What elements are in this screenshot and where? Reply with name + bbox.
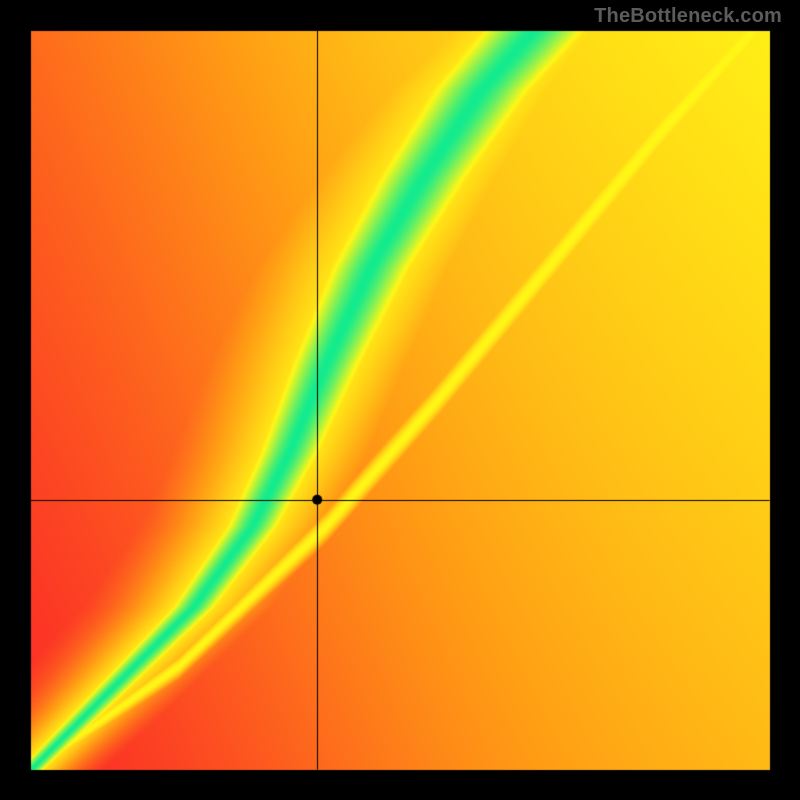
- heatmap-canvas: [0, 0, 800, 800]
- watermark-text: TheBottleneck.com: [594, 5, 782, 28]
- chart-container: TheBottleneck.com: [0, 0, 800, 800]
